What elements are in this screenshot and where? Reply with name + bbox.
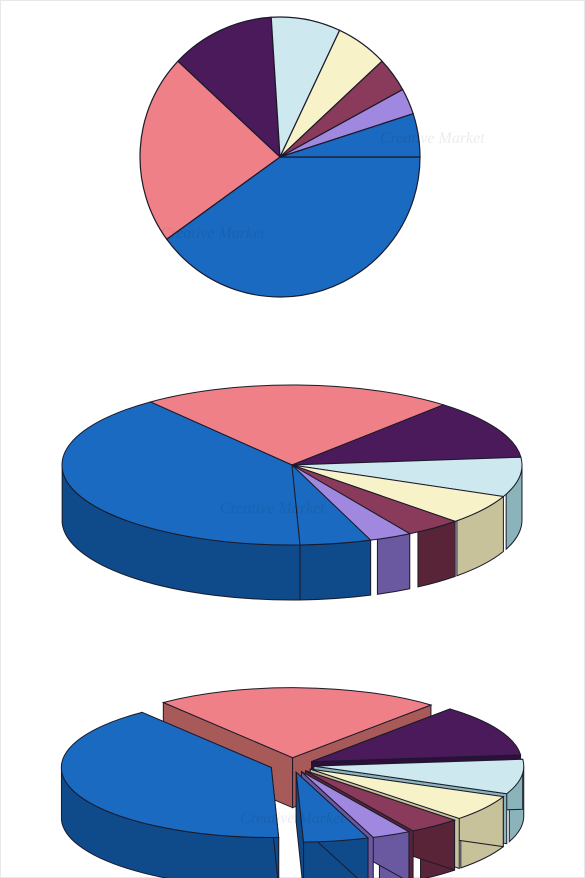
page: Creative Market Creative Market Creative… <box>0 0 585 878</box>
pie3d-side <box>418 521 455 587</box>
pie3d-side <box>377 534 409 595</box>
exploded-3d-pie <box>61 688 523 878</box>
flat-pie <box>140 17 420 297</box>
charts-svg <box>0 0 585 878</box>
pie3d-side <box>300 540 371 600</box>
solid-3d-pie <box>62 385 522 600</box>
